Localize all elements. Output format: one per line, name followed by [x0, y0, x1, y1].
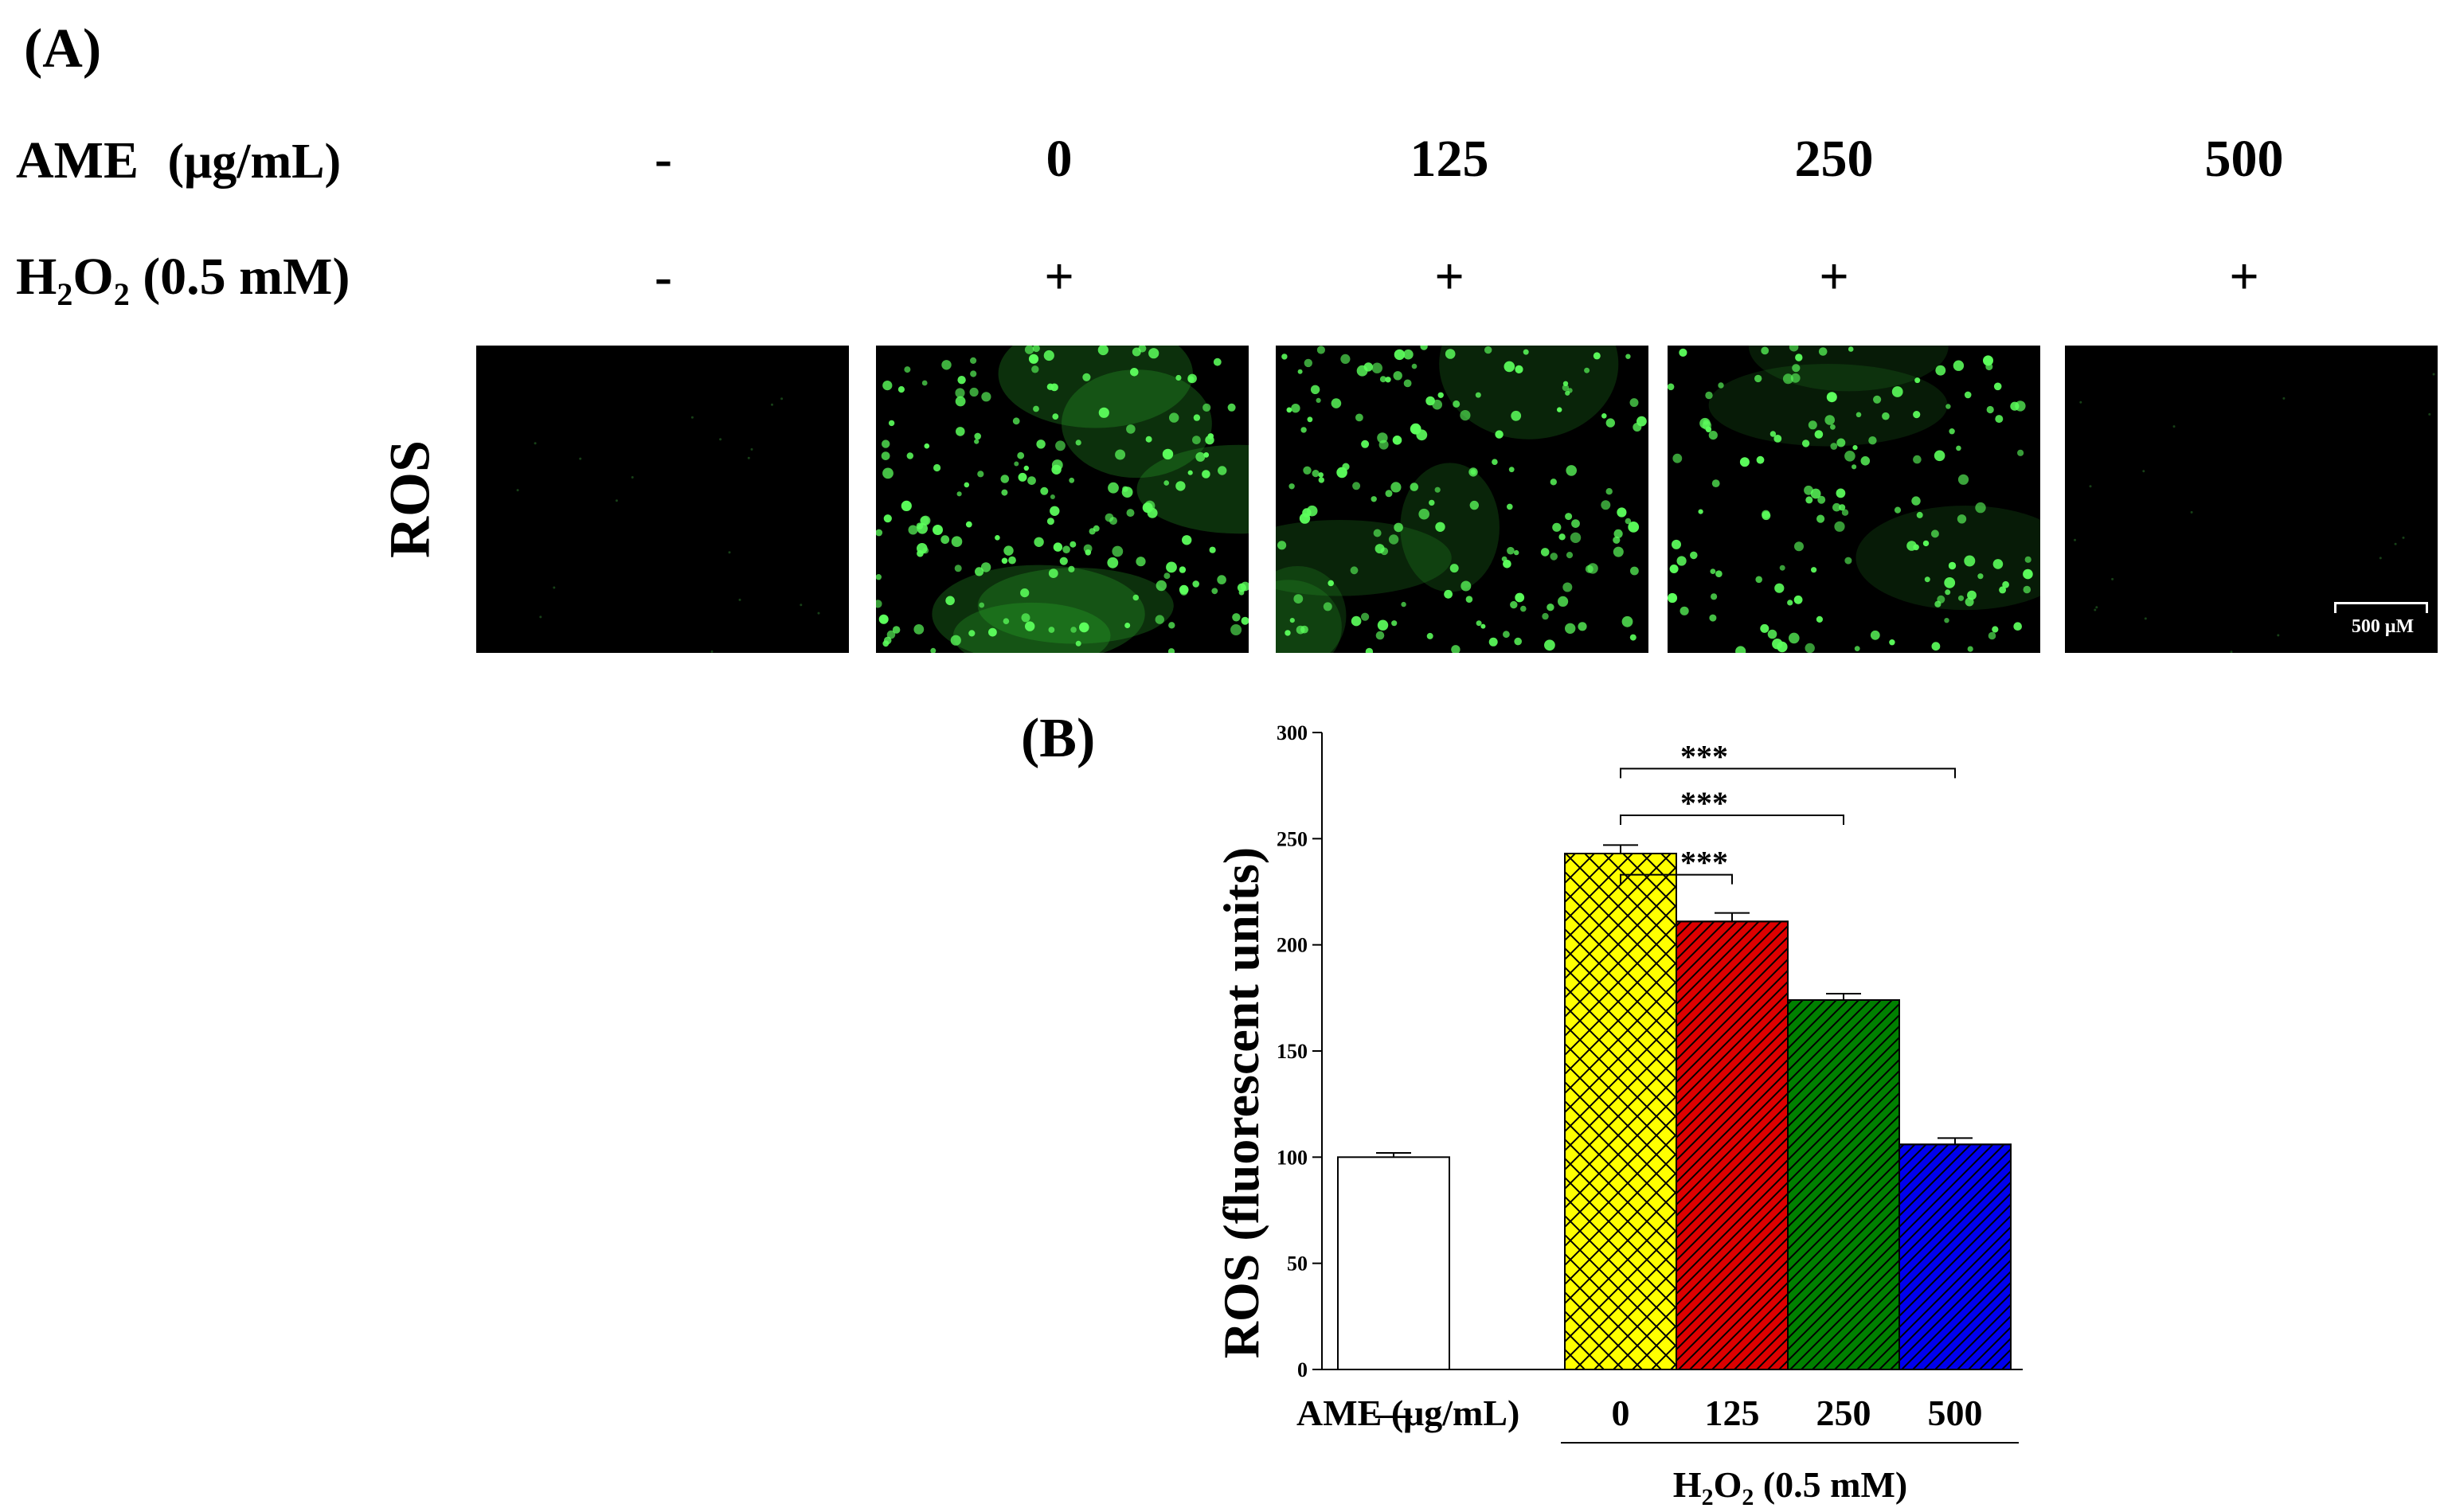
- h2o2-value-4: +: [1819, 248, 1849, 306]
- y-tick-label: 0: [1297, 1358, 1308, 1381]
- significance-label: ***: [1680, 738, 1728, 774]
- y-tick-label: 250: [1277, 827, 1308, 850]
- y-tick-label: 300: [1277, 721, 1308, 744]
- y-tick-label: 50: [1287, 1252, 1308, 1276]
- h2o2-row-label: H2O2 (0.5 mM): [16, 248, 350, 313]
- bar-pattern: [1787, 999, 1900, 1370]
- ame-row-label: AME (μg/mL): [16, 131, 342, 189]
- panel-a-label: (A): [24, 18, 102, 80]
- significance-bracket: [1620, 815, 1844, 825]
- y-axis-title: ROS (fluorescent units): [1213, 847, 1269, 1358]
- h2o2-value-1: -: [655, 248, 672, 306]
- ame-value-4: 250: [1794, 130, 1874, 188]
- scale-bar: [2334, 602, 2428, 613]
- ros-row-label: ROS: [377, 440, 442, 559]
- x-tick-label: 500: [1928, 1393, 1983, 1433]
- x-tick-label: 250: [1816, 1393, 1871, 1433]
- significance-label: ***: [1680, 845, 1728, 881]
- h2o2-value-5: +: [2229, 248, 2259, 306]
- ame-value-2: 0: [1046, 130, 1073, 188]
- ros-image-ame-125: [1276, 346, 1648, 653]
- ame-value-1: -: [655, 130, 672, 188]
- ame-value-3: 125: [1410, 130, 1489, 188]
- x-tick-label: —: [1375, 1393, 1413, 1433]
- h2o2-group-label: H2O2 (0.5 mM): [1673, 1464, 1907, 1505]
- ros-image-ame-250: [1668, 346, 2040, 653]
- significance-bracket: [1620, 873, 1733, 885]
- h2o2-value-3: +: [1434, 248, 1464, 306]
- bar-pattern: [1676, 920, 1789, 1371]
- bar-pattern: [1898, 1143, 2012, 1370]
- ros-image-ame-0: [876, 346, 1249, 653]
- x-tick-label: 0: [1612, 1393, 1630, 1433]
- h2o2-value-2: +: [1044, 248, 1074, 306]
- ros-bar-chart: ROS (fluorescent units) 0 50 100 150 200 250 3…: [1213, 721, 2023, 1505]
- x-row-label: AME (μg/mL): [1296, 1393, 1519, 1433]
- scale-bar-label: 500 μM: [2351, 616, 2415, 637]
- y-tick-label: 200: [1277, 934, 1308, 957]
- ros-image-control: [476, 346, 849, 653]
- y-tick-label: 100: [1277, 1146, 1308, 1169]
- ros-image-ame-500: 500 μM: [2065, 346, 2438, 653]
- significance-bracket: [1620, 768, 1956, 779]
- bar-pattern: [1564, 853, 1677, 1370]
- panel-b-label: (B): [1021, 708, 1096, 769]
- significance-label: ***: [1680, 785, 1728, 821]
- y-tick-label: 150: [1277, 1040, 1308, 1063]
- ame-value-5: 500: [2204, 130, 2284, 188]
- bar: [1337, 1156, 1450, 1370]
- x-tick-label: 125: [1705, 1393, 1760, 1433]
